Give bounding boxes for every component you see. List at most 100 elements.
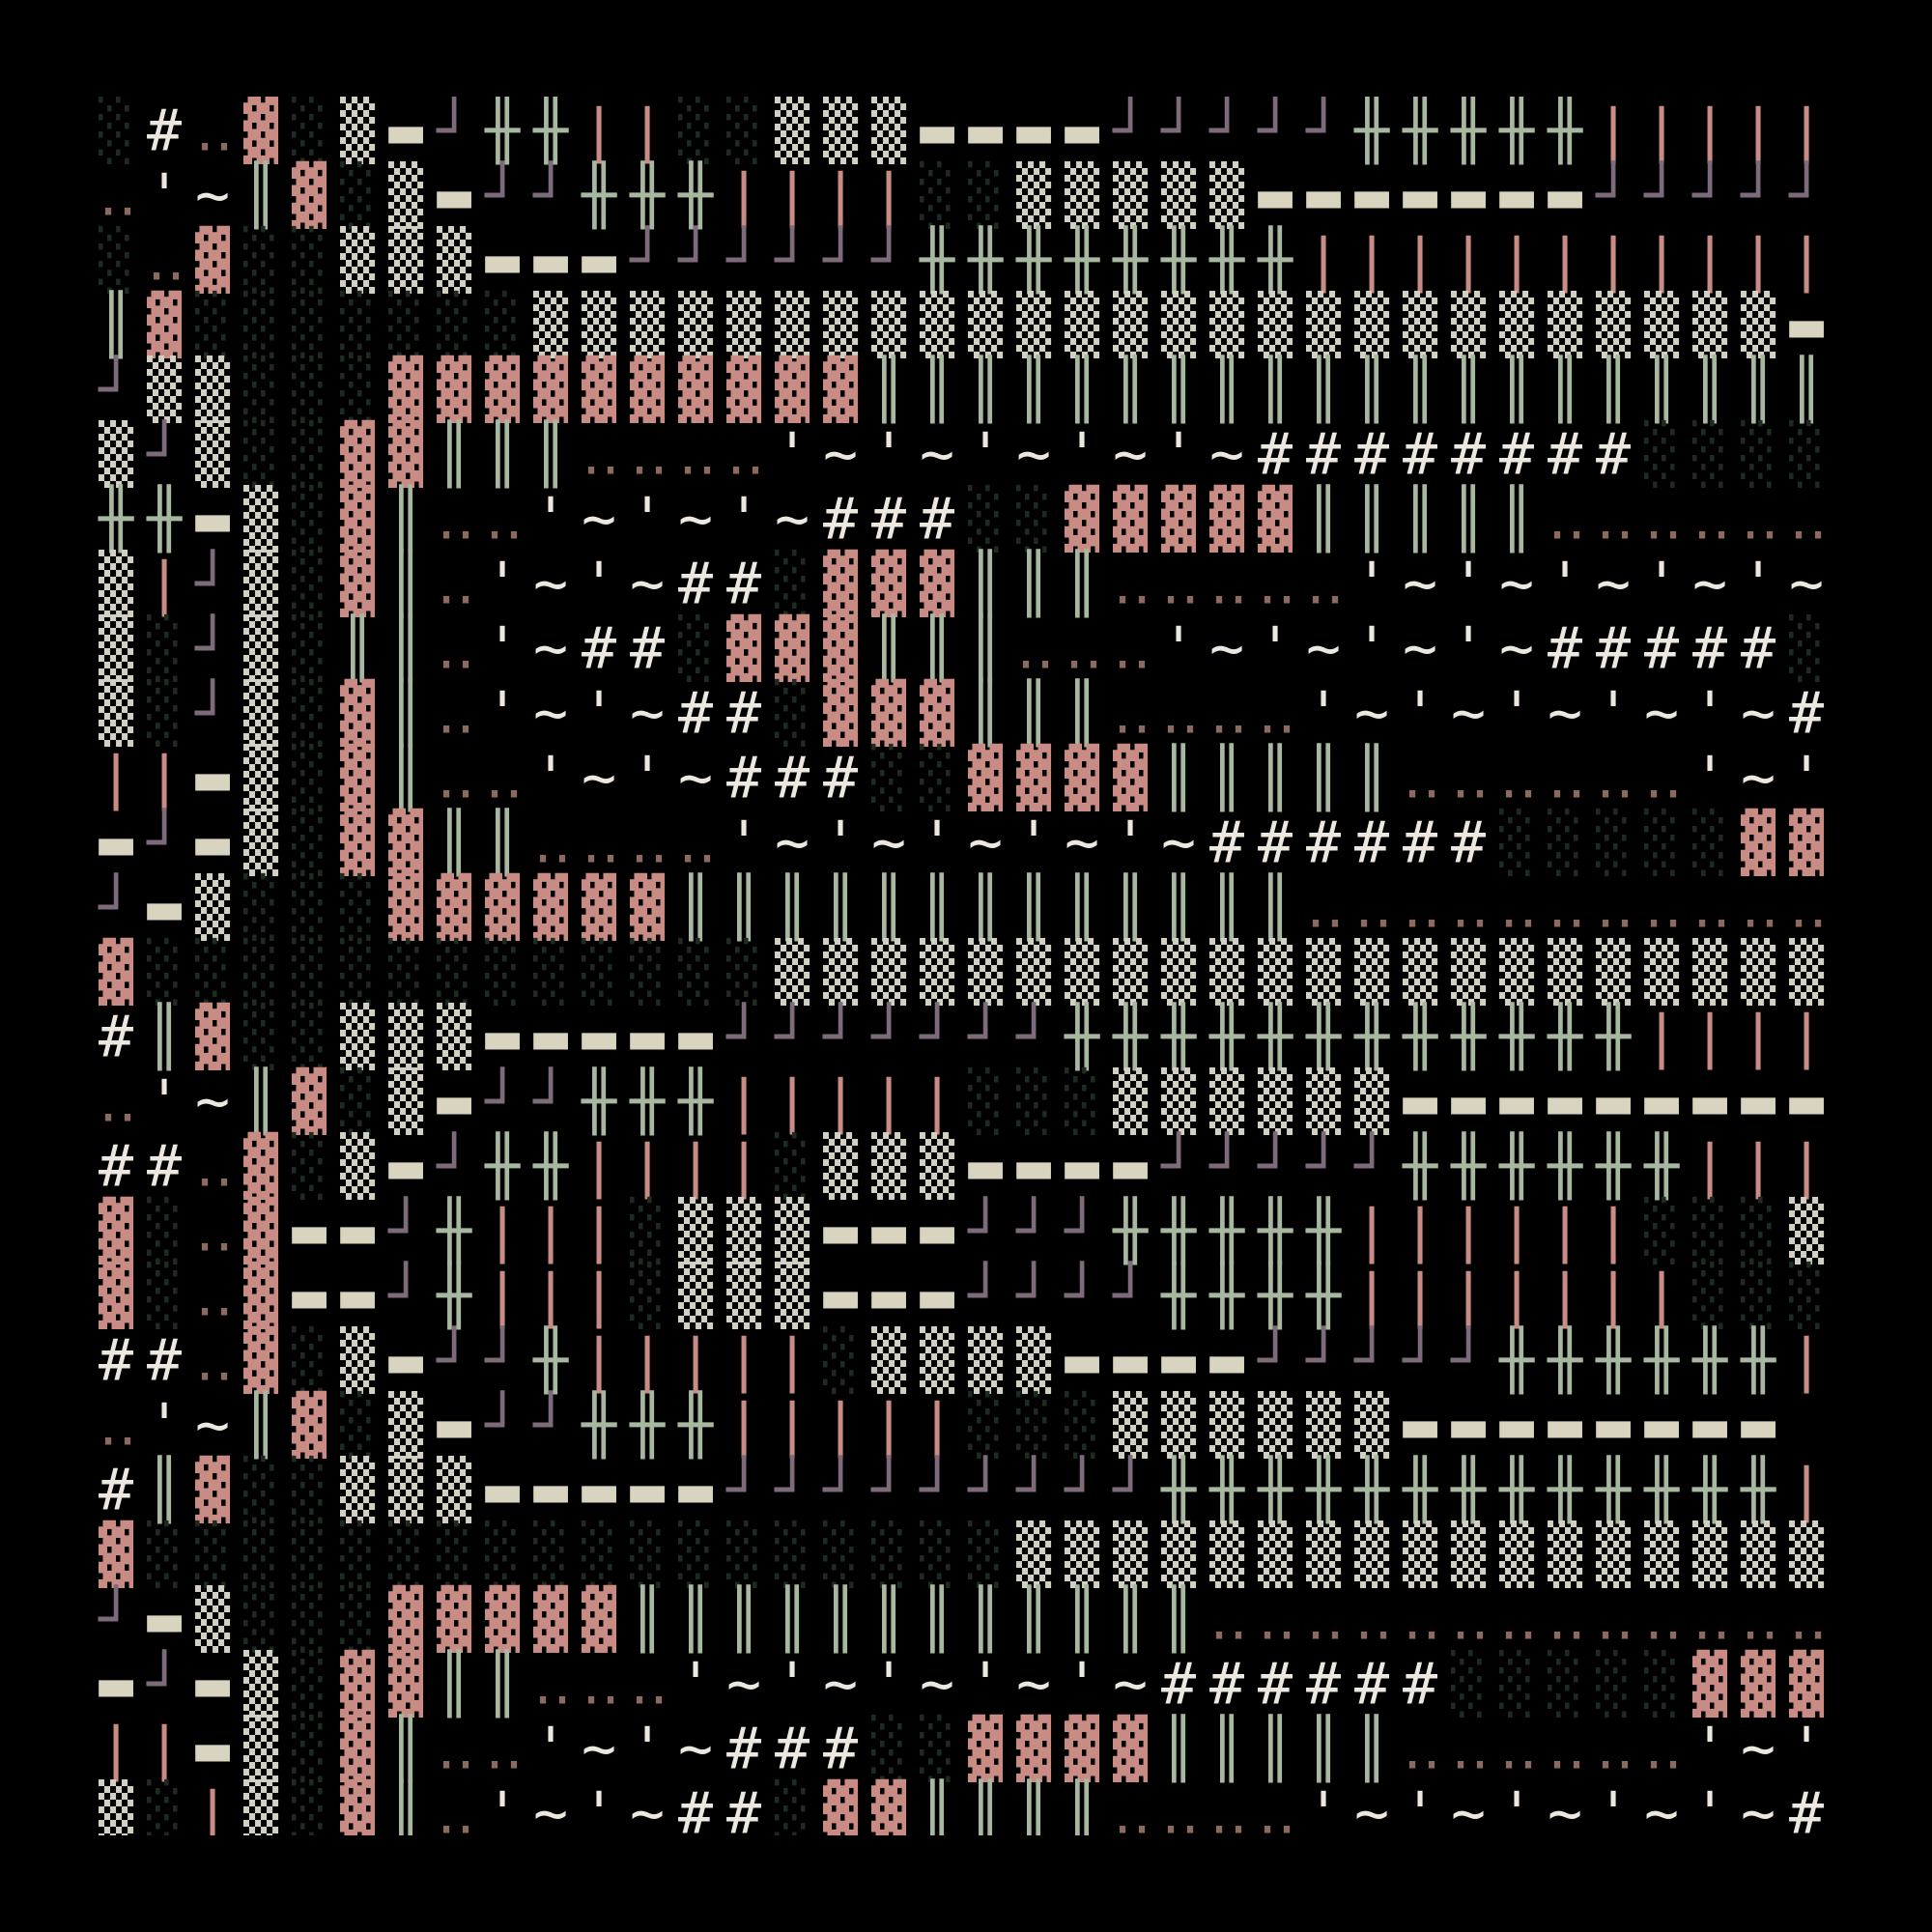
glyph: ░ bbox=[243, 938, 278, 1007]
glyph: ░ bbox=[292, 809, 327, 877]
glyph: ' bbox=[582, 1780, 616, 1848]
glyph: ║ bbox=[968, 872, 1003, 942]
glyph: ▒ bbox=[1113, 1391, 1149, 1460]
glyph: ▬ bbox=[1644, 1068, 1679, 1136]
glyph: | bbox=[1741, 227, 1776, 295]
glyph: ' bbox=[1741, 551, 1776, 618]
glyph: ▒ bbox=[99, 1779, 134, 1848]
glyph: ' bbox=[1258, 615, 1293, 683]
glyph: # bbox=[920, 486, 954, 554]
glyph: ~ bbox=[1596, 551, 1631, 618]
glyph: ░ bbox=[1451, 1650, 1486, 1719]
glyph: ▒ bbox=[1548, 291, 1583, 359]
glyph: ┘ bbox=[967, 1002, 1003, 1071]
glyph: ‥ bbox=[1451, 1586, 1490, 1654]
glyph: ▒ bbox=[195, 355, 231, 424]
glyph: ~ bbox=[1692, 551, 1727, 618]
glyph: ▓ bbox=[243, 1262, 279, 1330]
glyph: ▒ bbox=[340, 1132, 376, 1201]
glyph: ▓ bbox=[1065, 485, 1100, 554]
glyph: ~ bbox=[678, 486, 713, 554]
glyph: ▒ bbox=[1306, 291, 1342, 359]
glyph: ░ bbox=[726, 938, 761, 1007]
glyph: ╫ bbox=[677, 1390, 714, 1460]
glyph: ~ bbox=[1403, 551, 1437, 618]
glyph: ┘ bbox=[1305, 1131, 1341, 1201]
glyph: ▬ bbox=[195, 1716, 230, 1783]
glyph: ▒ bbox=[1161, 1067, 1197, 1136]
glyph: ║ bbox=[1354, 1714, 1389, 1783]
glyph: ▒ bbox=[195, 1585, 231, 1654]
glyph: ▓ bbox=[582, 1585, 617, 1654]
glyph: ╫ bbox=[1353, 1455, 1390, 1524]
glyph: ░ bbox=[292, 1520, 327, 1589]
glyph: ╫ bbox=[1015, 225, 1052, 295]
glyph: ▒ bbox=[823, 1132, 859, 1201]
glyph: ║ bbox=[1113, 872, 1148, 942]
glyph: ░ bbox=[147, 938, 182, 1007]
glyph: ▬ bbox=[485, 1004, 520, 1071]
glyph: ┘ bbox=[1305, 1325, 1341, 1395]
glyph: ~ bbox=[1354, 680, 1389, 748]
glyph: ▒ bbox=[775, 938, 810, 1007]
glyph: ▓ bbox=[437, 1585, 472, 1654]
glyph: ‥ bbox=[1548, 1716, 1586, 1783]
glyph: ‥ bbox=[533, 810, 572, 877]
glyph: ║ bbox=[678, 1584, 713, 1654]
glyph: ▒ bbox=[1258, 938, 1293, 1007]
glyph: ▓ bbox=[1741, 809, 1776, 877]
glyph: ┘ bbox=[1595, 160, 1631, 230]
glyph: ║ bbox=[726, 872, 761, 942]
glyph: ╫ bbox=[1257, 1455, 1293, 1524]
glyph: ║ bbox=[1258, 355, 1293, 424]
glyph: ╫ bbox=[1305, 1261, 1342, 1330]
glyph: ▒ bbox=[1596, 291, 1632, 359]
glyph: | bbox=[147, 745, 182, 812]
glyph: | bbox=[485, 1198, 520, 1265]
glyph: ▒ bbox=[1548, 938, 1583, 1007]
glyph: # bbox=[1451, 421, 1486, 489]
glyph: ▒ bbox=[388, 226, 424, 295]
glyph: | bbox=[1596, 227, 1631, 295]
glyph: ‥ bbox=[437, 745, 475, 812]
glyph: ▬ bbox=[1113, 1327, 1148, 1395]
glyph: ' bbox=[1113, 810, 1148, 877]
glyph: ▒ bbox=[968, 1326, 1004, 1395]
glyph: ║ bbox=[388, 1778, 423, 1848]
glyph: ╫ bbox=[1450, 96, 1487, 165]
glyph: ░ bbox=[340, 1391, 375, 1460]
glyph: ╫ bbox=[1450, 1455, 1487, 1524]
glyph: | bbox=[630, 1327, 665, 1395]
glyph: ░ bbox=[1789, 1262, 1824, 1330]
glyph: ▬ bbox=[1499, 162, 1534, 230]
glyph: ~ bbox=[871, 810, 906, 877]
glyph: ▒ bbox=[1692, 938, 1728, 1007]
glyph: | bbox=[1789, 1133, 1824, 1201]
glyph: ╫ bbox=[1643, 1325, 1680, 1395]
glyph: ║ bbox=[1161, 1584, 1196, 1654]
glyph: ╫ bbox=[1353, 96, 1390, 165]
glyph: ▓ bbox=[340, 679, 376, 748]
glyph: ' bbox=[1403, 1780, 1437, 1848]
glyph: ▓ bbox=[292, 161, 327, 230]
glyph: ▒ bbox=[1644, 1520, 1680, 1589]
glyph: ║ bbox=[823, 1584, 858, 1654]
glyph: ▬ bbox=[582, 1004, 616, 1071]
glyph: ┘ bbox=[532, 1066, 568, 1136]
glyph: ╫ bbox=[1740, 1325, 1776, 1395]
glyph: | bbox=[775, 1068, 810, 1136]
glyph: ║ bbox=[1354, 484, 1389, 554]
glyph: ▬ bbox=[1306, 162, 1341, 230]
glyph: ▒ bbox=[437, 1456, 472, 1524]
glyph: ' bbox=[1065, 1651, 1099, 1719]
glyph: ║ bbox=[243, 1390, 278, 1460]
glyph: ░ bbox=[678, 614, 713, 683]
glyph: ░ bbox=[388, 1520, 423, 1589]
glyph: ‥ bbox=[99, 1392, 137, 1460]
glyph: ┘ bbox=[436, 96, 471, 165]
glyph: ▒ bbox=[775, 1262, 810, 1330]
glyph: ▒ bbox=[147, 355, 183, 424]
glyph: ~ bbox=[533, 680, 568, 748]
glyph: ' bbox=[1403, 680, 1437, 748]
glyph: ▒ bbox=[775, 291, 810, 359]
